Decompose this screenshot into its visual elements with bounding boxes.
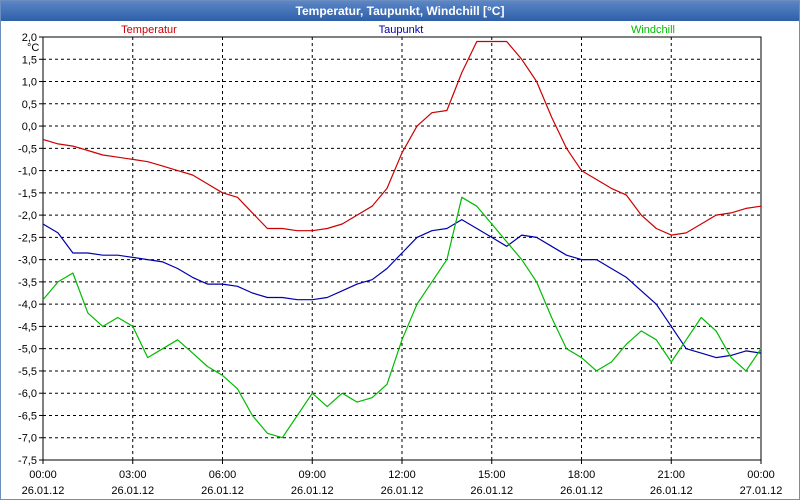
x-tick-date: 26.01.12: [650, 485, 693, 497]
y-tick-label: -4,0: [18, 299, 37, 311]
plot-frame: [42, 36, 762, 461]
x-tick-date: 26.01.12: [201, 485, 244, 497]
grid: [43, 36, 761, 461]
x-tick-date: 26.01.12: [470, 485, 513, 497]
y-tick-label: 0,5: [22, 99, 37, 111]
axes: [39, 36, 762, 464]
x-tick-time: 03:00: [119, 469, 147, 481]
y-tick-label: -5,0: [18, 344, 37, 356]
y-tick-label: -2,0: [18, 210, 37, 222]
y-tick-label: 1,0: [22, 77, 37, 89]
series-lines: [42, 40, 762, 439]
series-line-temperatur: [42, 40, 762, 236]
legend-entry-windchill: Windchill: [631, 24, 675, 36]
y-tick-label: -1,0: [18, 166, 37, 178]
y-axis-unit: °C: [27, 42, 39, 54]
x-tick-date: 26.01.12: [22, 485, 65, 497]
x-tick-date: 26.01.12: [111, 485, 154, 497]
x-tick-time: 21:00: [657, 469, 685, 481]
y-tick-label: -6,0: [18, 388, 37, 400]
y-tick-label: -7,5: [18, 455, 37, 467]
y-tick-label: -3,5: [18, 277, 37, 289]
y-tick-label: -5,5: [18, 366, 37, 378]
x-tick-date: 26.01.12: [381, 485, 424, 497]
y-tick-labels: 2,0 1,5 1,0 0,5 0,0 -0,5 -1,0 -1,5 -2,0 -2,5 -3,0 -…: [18, 32, 37, 467]
legend-entry-temperatur: Temperatur: [121, 24, 177, 36]
y-tick-label: -6,5: [18, 410, 37, 422]
chart: 2,0 1,5 1,0 0,5 0,0 -0,5 -1,0 -1,5 -2,0 -2,5 -3,0 -…: [18, 24, 783, 497]
series-line-taupunkt: [42, 219, 762, 359]
x-tick-time: 00:00: [29, 469, 57, 481]
y-tick-label: 0,0: [22, 121, 37, 133]
legend-entry-taupunkt: Taupunkt: [379, 24, 424, 36]
x-tick-time: 18:00: [568, 469, 596, 481]
series-line-windchill: [42, 196, 762, 439]
window-title: Temperatur, Taupunkt, Windchill [°C]: [1, 1, 799, 21]
x-tick-date: 26.01.12: [291, 485, 334, 497]
y-tick-label: -1,5: [18, 188, 37, 200]
x-tick-labels: 00:00 26.01.12 03:00 26.01.12 06:00 26.01.12 0…: [22, 469, 783, 497]
x-tick-time: 15:00: [478, 469, 506, 481]
y-tick-label: -2,5: [18, 232, 37, 244]
x-tick-time: 09:00: [298, 469, 326, 481]
y-tick-label: -0,5: [18, 143, 37, 155]
x-tick-time: 00:00: [747, 469, 775, 481]
x-tick-date: 27.01.12: [740, 485, 783, 497]
y-tick-label: -7,0: [18, 433, 37, 445]
y-tick-label: 2,0: [22, 32, 37, 44]
y-tick-label: 1,5: [22, 54, 37, 66]
legend: Temperatur Taupunkt Windchill: [121, 24, 675, 36]
x-tick-time: 12:00: [388, 469, 416, 481]
x-tick-time: 06:00: [209, 469, 237, 481]
y-tick-label: -4,5: [18, 321, 37, 333]
y-tick-label: -3,0: [18, 255, 37, 267]
x-tick-date: 26.01.12: [560, 485, 603, 497]
